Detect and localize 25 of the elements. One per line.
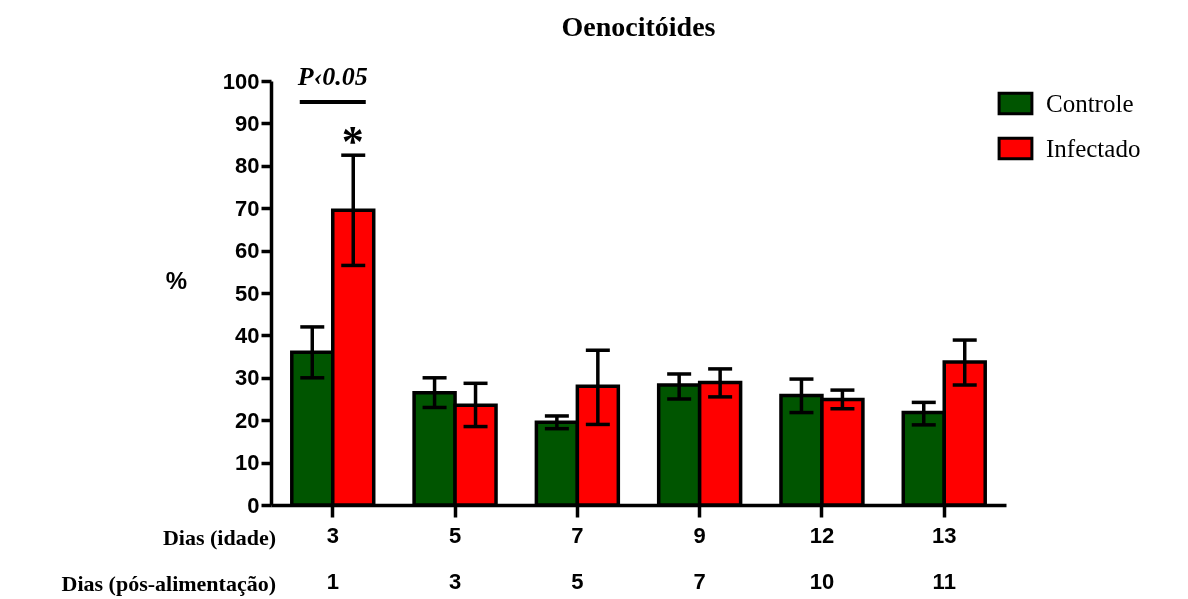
x-axis-title: Dias (idade): [162, 525, 276, 550]
y-tick-label: 30: [235, 365, 260, 391]
y-tick-label: 10: [235, 450, 260, 476]
legend-label: Controle: [1046, 89, 1134, 117]
y-tick-label: 0: [247, 492, 260, 518]
legend-label: Infectado: [1046, 134, 1141, 162]
y-tick-label: 20: [235, 407, 260, 433]
y-tick-label: 100: [222, 68, 260, 94]
y-tick-label: 40: [235, 322, 260, 348]
text: Dias (pós-alimentação): [61, 571, 276, 596]
annotation: *: [341, 117, 364, 166]
x-tick-label: 3 1: [326, 522, 339, 594]
y-tick-label: 60: [235, 238, 260, 264]
x-tick-label: 7 5: [571, 522, 584, 594]
x-tick-label: 9 7: [693, 522, 706, 594]
x-tick-label: 12 10: [809, 522, 835, 594]
annotation: P‹0.05: [296, 62, 368, 91]
y-axis-title: %: [165, 266, 188, 294]
x-tick-label: 13 11: [932, 522, 957, 594]
y-tick-label: 50: [235, 280, 260, 306]
chart-title: Oenocitóides: [561, 11, 716, 42]
y-tick-label: 70: [235, 195, 260, 221]
y-tick-label: 80: [235, 153, 260, 179]
y-tick-label: 90: [235, 110, 260, 136]
x-tick-label: 5 3: [448, 522, 462, 594]
